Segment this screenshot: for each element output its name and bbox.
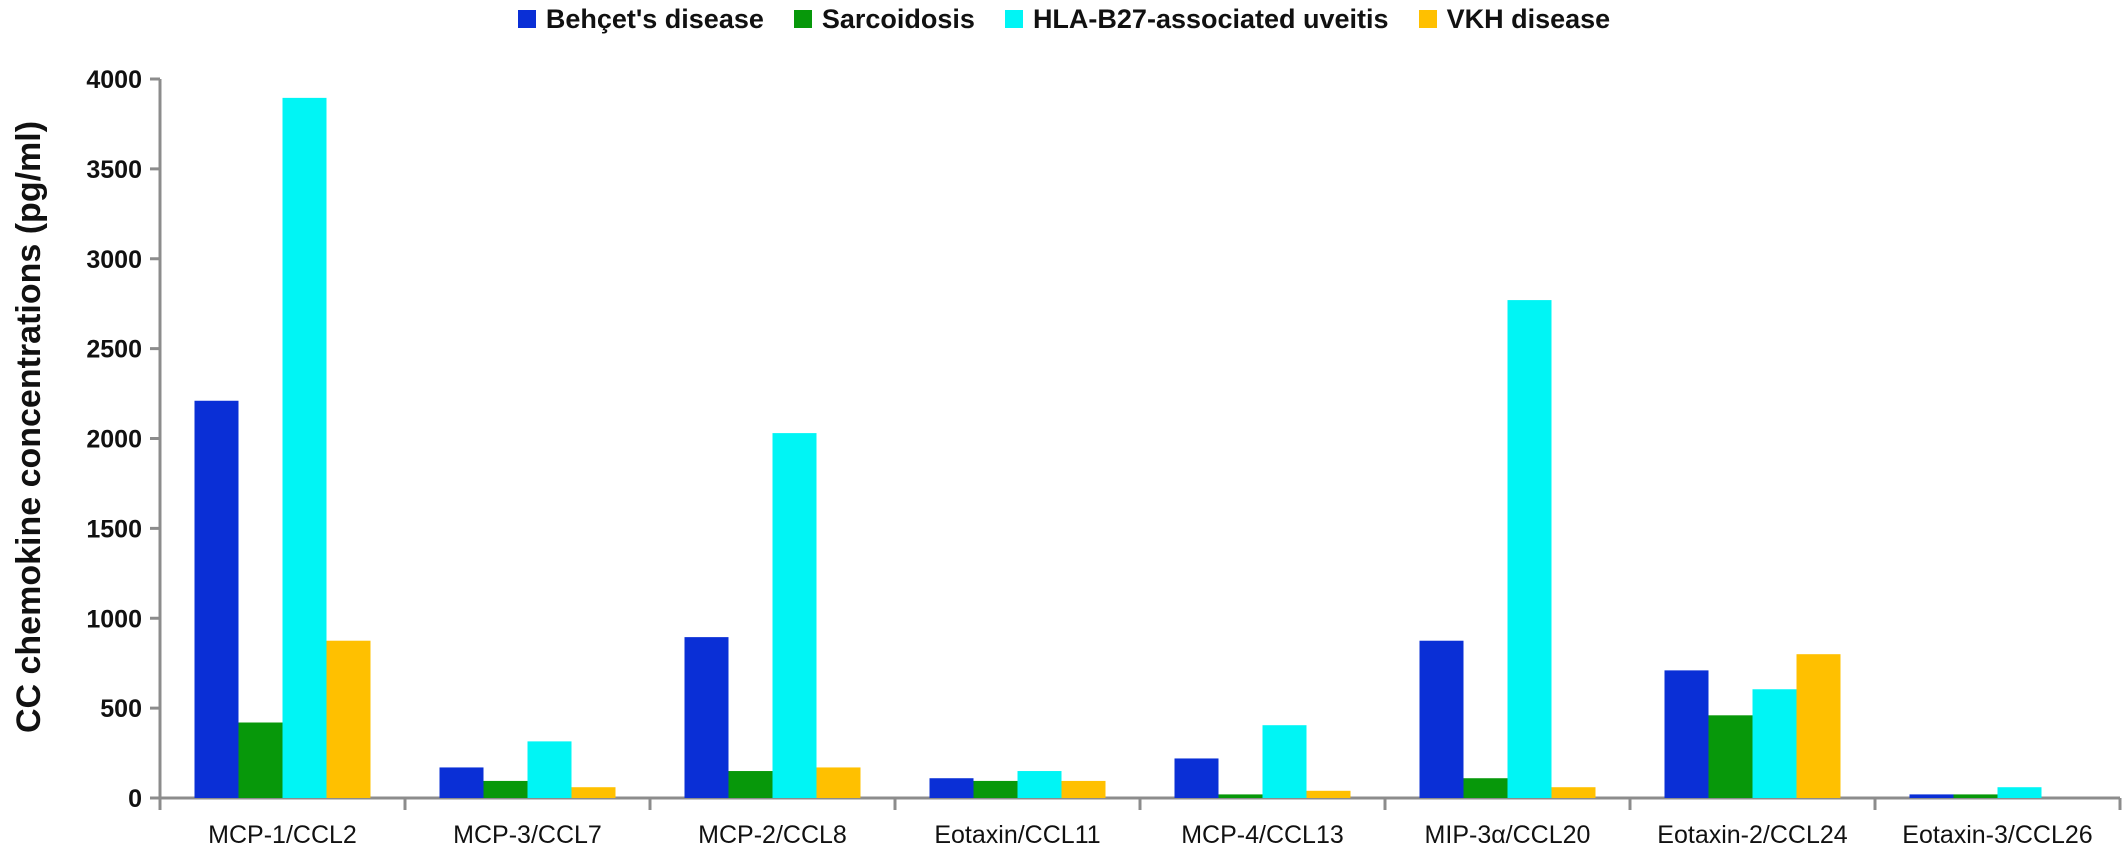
legend-swatch-hla-b27 xyxy=(1004,10,1023,28)
y-tick-label: 1500 xyxy=(86,515,142,543)
legend-item-sarcoidosis: Sarcoidosis xyxy=(793,3,975,35)
bar-3-0 xyxy=(326,640,371,798)
bar-0-0 xyxy=(194,400,239,798)
bar-3-3 xyxy=(1061,780,1106,798)
bar-3-4 xyxy=(1306,790,1351,798)
bar-1-4 xyxy=(1218,794,1263,798)
legend-item-vkh: VKH disease xyxy=(1418,3,1611,35)
y-tick-label: 500 xyxy=(100,695,142,723)
bar-2-4 xyxy=(1262,725,1307,798)
y-tick-label: 2000 xyxy=(86,426,142,454)
y-tick-label: 2500 xyxy=(86,336,142,364)
bar-0-4 xyxy=(1174,758,1219,798)
y-tick-label: 0 xyxy=(128,785,142,813)
x-category-label: Eotaxin-2/CCL24 xyxy=(1657,821,1847,849)
bar-1-3 xyxy=(973,780,1018,798)
x-category-label: MIP-3α/CCL20 xyxy=(1425,821,1591,849)
legend-label-behcet: Behçet's disease xyxy=(545,3,764,34)
legend-swatch-vkh xyxy=(1418,10,1437,28)
bar-1-1 xyxy=(483,780,528,798)
bar-1-6 xyxy=(1708,715,1753,798)
legend-item-hla-b27: HLA-B27-associated uveitis xyxy=(1004,3,1389,35)
bar-2-5 xyxy=(1507,300,1552,798)
bar-0-5 xyxy=(1419,640,1464,798)
bar-0-6 xyxy=(1664,670,1709,798)
bar-2-2 xyxy=(772,433,817,798)
bar-3-2 xyxy=(816,767,861,798)
bar-3-5 xyxy=(1551,787,1596,798)
bar-3-6 xyxy=(1796,654,1841,798)
x-category-label: MCP-4/CCL13 xyxy=(1181,821,1344,849)
legend-label-hla-b27: HLA-B27-associated uveitis xyxy=(1032,3,1389,34)
legend-label-vkh: VKH disease xyxy=(1446,3,1611,34)
plot-area: 0 500 1000 1500 2000 2500 3000 3500 4000 MCP-1/CC… xyxy=(86,66,2122,849)
legend-swatch-behcet xyxy=(517,10,536,28)
y-tick-label: 4000 xyxy=(86,66,142,94)
y-axis-title: CC chemokine concentrations (pg/ml) xyxy=(10,121,48,733)
y-tick-label: 3500 xyxy=(86,156,142,184)
x-category-label: Eotaxin-3/CCL26 xyxy=(1902,821,2092,849)
bar-0-2 xyxy=(684,637,729,798)
bar-1-7 xyxy=(1953,794,1998,798)
bar-1-2 xyxy=(728,771,773,798)
legend-swatch-sarcoidosis xyxy=(793,10,812,28)
bar-2-3 xyxy=(1017,771,1062,798)
bar-1-0 xyxy=(238,722,283,798)
bar-3-1 xyxy=(571,787,616,798)
legend-label-sarcoidosis: Sarcoidosis xyxy=(821,3,975,34)
bar-0-1 xyxy=(439,767,484,798)
bar-2-6 xyxy=(1752,689,1797,798)
bar-0-7 xyxy=(1909,794,1954,798)
bar-1-5 xyxy=(1463,778,1508,798)
x-category-label: MCP-2/CCL8 xyxy=(698,821,847,849)
x-category-label: Eotaxin/CCL11 xyxy=(934,821,1100,849)
bar-2-1 xyxy=(527,741,572,798)
legend: Behçet's disease Sarcoidosis HLA-B27-ass… xyxy=(0,2,2128,36)
bar-2-0 xyxy=(282,97,327,798)
legend-item-behcet: Behçet's disease xyxy=(517,3,764,35)
y-tick-label: 3000 xyxy=(86,246,142,274)
x-category-label: MCP-3/CCL7 xyxy=(453,821,602,849)
x-category-label: MCP-1/CCL2 xyxy=(208,821,357,849)
y-tick-label: 1000 xyxy=(86,605,142,633)
bar-2-7 xyxy=(1997,787,2042,798)
bar-0-3 xyxy=(929,778,974,798)
